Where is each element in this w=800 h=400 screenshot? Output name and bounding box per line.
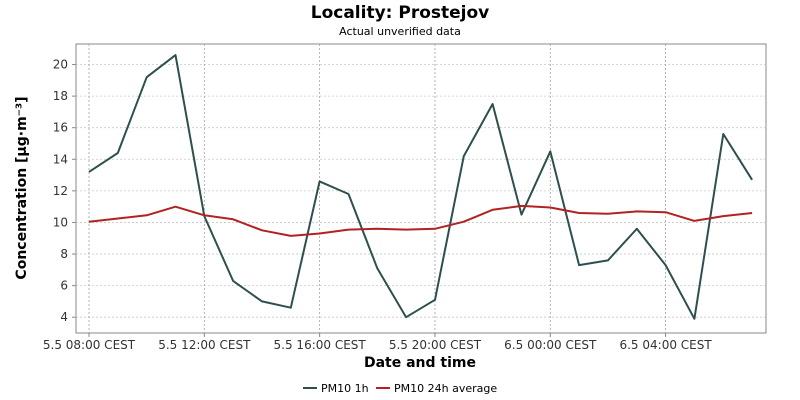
x-tick-label: 5.5 08:00 CEST <box>43 338 136 352</box>
y-tick-label: 12 <box>53 184 68 198</box>
chart-subtitle: Actual unverified data <box>339 25 461 38</box>
y-tick-label: 20 <box>53 58 68 72</box>
y-axis-ticks: 4 6 8 10 12 14 16 18 20 <box>53 58 76 324</box>
y-tick-label: 16 <box>53 121 68 135</box>
grid <box>76 44 766 333</box>
y-tick-label: 6 <box>60 279 68 293</box>
x-tick-label: 6.5 00:00 CEST <box>504 338 597 352</box>
y-tick-label: 10 <box>53 215 68 229</box>
legend-label: PM10 24h average <box>394 382 497 395</box>
plot-area <box>75 43 767 334</box>
series-line-pm10-24h-average <box>88 204 753 237</box>
y-tick-label: 4 <box>60 310 68 324</box>
y-tick-label: 8 <box>60 247 68 261</box>
x-tick-label: 5.5 12:00 CEST <box>158 338 251 352</box>
chart-title: Locality: Prostejov <box>311 3 490 23</box>
y-axis-title: Concentration [µg·m⁻³] <box>14 96 30 279</box>
legend: PM10 1h PM10 24h average <box>303 382 497 395</box>
series-lines <box>88 54 753 320</box>
series-line-pm10-1h <box>88 54 753 320</box>
y-tick-label: 14 <box>53 152 68 166</box>
x-axis-ticks: 5.5 08:00 CEST 5.5 12:00 CEST 5.5 16:00 CE… <box>43 333 712 352</box>
legend-label: PM10 1h <box>321 382 369 395</box>
y-tick-label: 18 <box>53 89 68 103</box>
x-tick-label: 5.5 20:00 CEST <box>389 338 482 352</box>
x-tick-label: 6.5 04:00 CEST <box>619 338 712 352</box>
x-tick-label: 5.5 16:00 CEST <box>274 338 367 352</box>
x-axis-title: Date and time <box>364 355 476 371</box>
